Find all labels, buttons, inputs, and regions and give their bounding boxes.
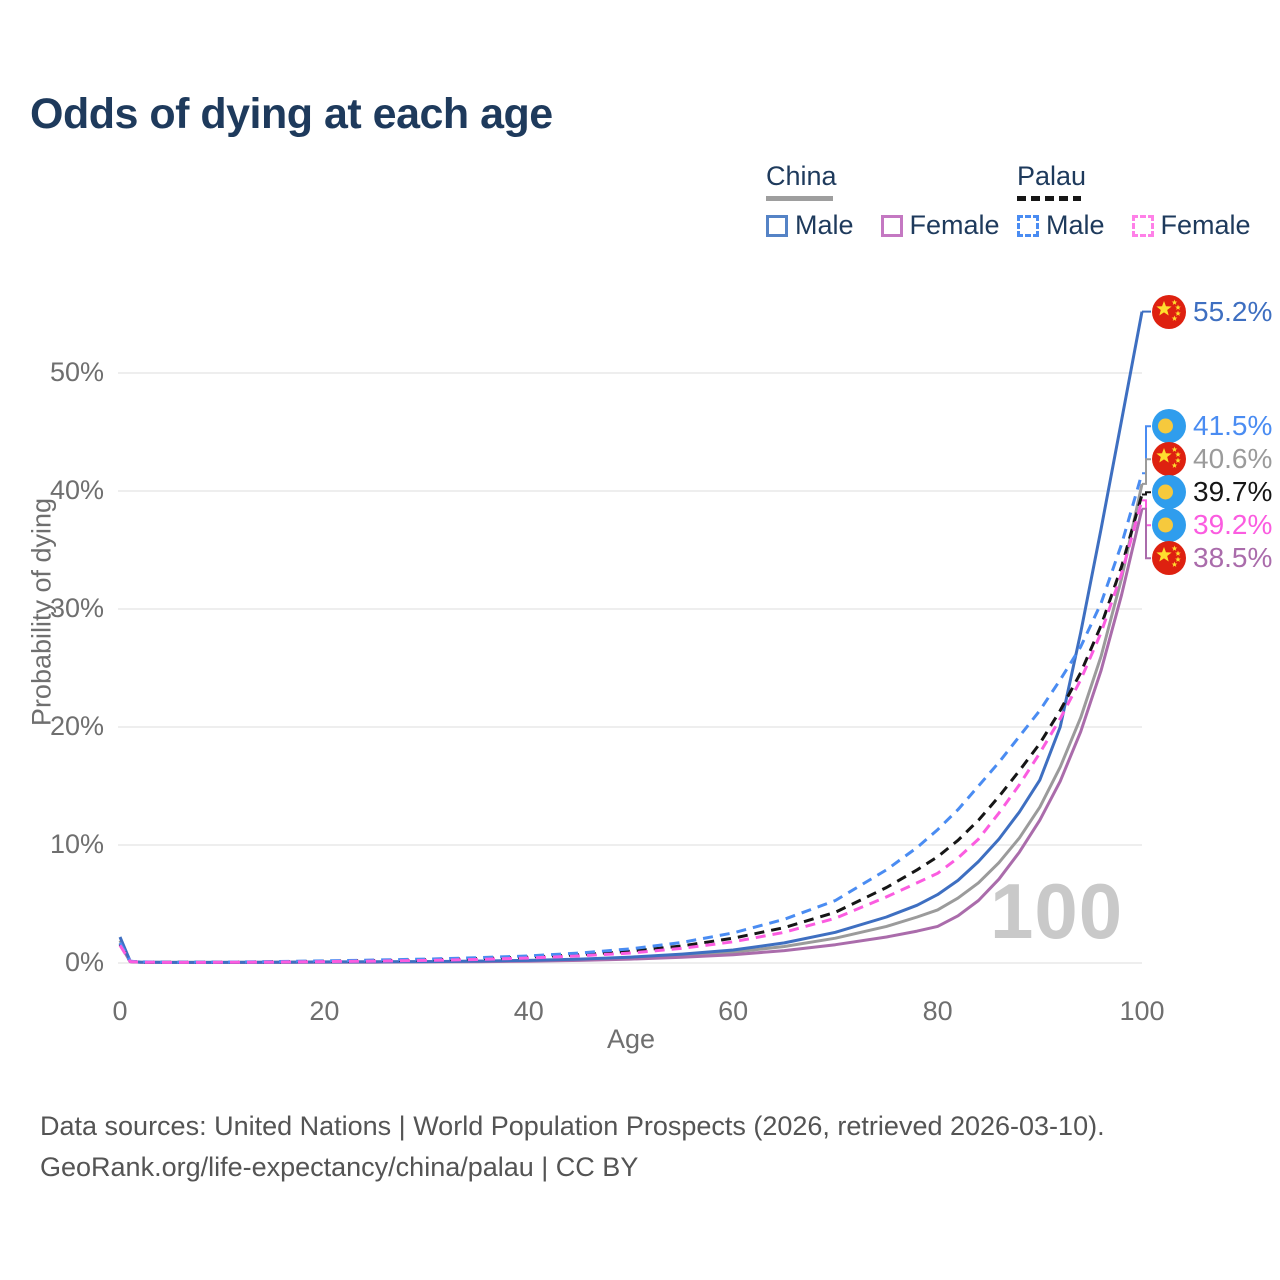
x-tick-label-100: 100: [1119, 996, 1165, 1026]
footer-data-sources: Data sources: United Nations | World Pop…: [40, 1111, 1105, 1141]
y-tick-label-0: 0%: [64, 947, 104, 977]
series-line-china-male: [118, 311, 1144, 964]
end-label-palau-total: 39.7%: [1152, 475, 1273, 510]
end-label-connector-china-female: [1142, 507, 1151, 560]
x-axis-title: Age: [606, 1024, 656, 1054]
end-label-value-china-female: 38.5%: [1193, 542, 1273, 574]
footer: Data sources: United Nations | World Pop…: [40, 1106, 1105, 1188]
end-label-palau-female: 39.2%: [1152, 508, 1273, 543]
x-tick-label-20: 20: [309, 996, 340, 1026]
legend-swatch-china-female: [880, 214, 903, 237]
y-axis-title: Probability of dying: [26, 497, 57, 727]
legend-label-china-female: Female: [909, 210, 1000, 240]
legend-group-china: China Male Female: [766, 161, 1000, 241]
x-tick-label-40: 40: [513, 996, 544, 1026]
end-label-connector-palau-total: [1142, 491, 1151, 496]
age-100-watermark: 100: [990, 867, 1124, 955]
legend-label-palau-male: Male: [1046, 210, 1105, 240]
legend-group-palau: Palau Male Female: [1017, 161, 1251, 241]
y-tick-label-40: 40%: [49, 475, 104, 505]
legend-underline-china-solid: [766, 196, 833, 201]
series-line-china-female: [118, 508, 1144, 964]
x-tick-label-0: 0: [112, 996, 128, 1026]
end-label-china-total: 40.6%: [1152, 442, 1273, 477]
y-tick-label-10: 10%: [49, 829, 104, 859]
end-label-connector-palau-male: [1142, 425, 1151, 475]
legend-swatch-china-male: [766, 214, 788, 237]
y-tick-label-20: 20%: [49, 711, 104, 741]
china-flag-icon: [1152, 442, 1186, 477]
series-line-palau-total: [118, 494, 1144, 964]
legend-swatch-palau-female: [1131, 214, 1154, 237]
end-label-value-china-total: 40.6%: [1193, 443, 1273, 475]
end-label-value-china-male: 55.2%: [1193, 295, 1273, 327]
y-tick-label-50: 50%: [49, 357, 104, 387]
china-flag-icon: [1152, 541, 1186, 576]
legend-underline-palau-dashed: [1017, 196, 1081, 201]
end-label-china-female: 38.5%: [1152, 541, 1273, 576]
x-tick-label-60: 60: [718, 996, 749, 1026]
series-line-palau-female: [118, 499, 1144, 964]
end-label-value-palau-female: 39.2%: [1193, 509, 1273, 541]
palau-flag-icon: [1152, 475, 1186, 510]
legend-label-palau-female: Female: [1160, 210, 1251, 240]
legend-group-title-china: China: [766, 161, 837, 191]
end-label-value-palau-total: 39.7%: [1193, 476, 1273, 508]
legend-group-title-palau: Palau: [1017, 161, 1087, 191]
legend-swatch-palau-male: [1017, 214, 1039, 237]
end-label-value-palau-male: 41.5%: [1193, 410, 1273, 442]
end-label-china-male: 55.2%: [1152, 294, 1273, 329]
china-flag-icon: [1152, 294, 1186, 329]
page-title: Odds of dying at each age: [30, 90, 553, 138]
x-tick-label-80: 80: [922, 996, 953, 1026]
end-label-connector-china-total: [1142, 458, 1151, 485]
footer-attribution: GeoRank.org/life-expectancy/china/palau …: [40, 1152, 639, 1182]
end-label-palau-male: 41.5%: [1152, 409, 1273, 444]
palau-flag-icon: [1152, 409, 1186, 444]
palau-flag-icon: [1152, 508, 1186, 543]
y-tick-label-30: 30%: [49, 593, 104, 623]
legend-label-china-male: Male: [795, 210, 854, 240]
